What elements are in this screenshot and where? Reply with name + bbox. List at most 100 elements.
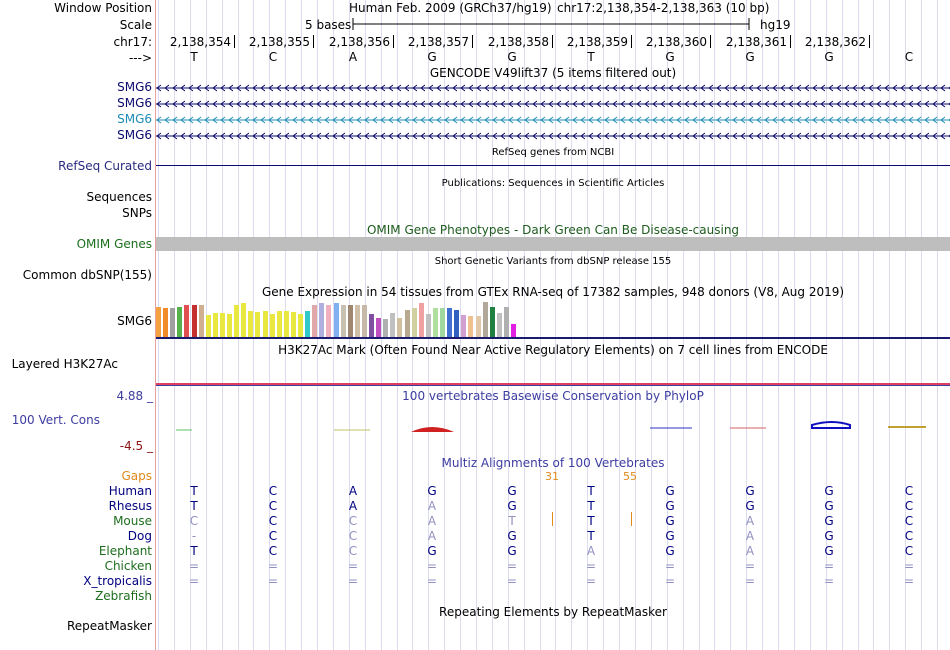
gtex-bar[interactable]	[305, 311, 311, 337]
gtex-bar[interactable]	[276, 311, 282, 337]
gtex-bar[interactable]	[347, 305, 353, 337]
gene-smg6-3-line[interactable]	[156, 115, 950, 125]
phylop-logo-row[interactable]	[156, 418, 950, 438]
species-elephant-label[interactable]: Elephant	[98, 544, 152, 558]
dbsnp-label[interactable]: Common dbSNP(155)	[22, 268, 152, 282]
refseq-label[interactable]: RefSeq Curated	[58, 159, 152, 173]
multiz-track-title[interactable]: Multiz Alignments of 100 Vertebrates	[441, 456, 665, 470]
base-letter[interactable]: A	[348, 50, 358, 64]
base-letter[interactable]: G	[824, 50, 834, 64]
species-chicken-label[interactable]: Chicken	[104, 559, 152, 573]
gtex-bar[interactable]	[212, 313, 218, 337]
gtex-bar[interactable]	[227, 314, 232, 337]
refseq-track-title[interactable]: RefSeq genes from NCBI	[491, 147, 615, 158]
base-letter[interactable]: G	[665, 50, 675, 64]
repeatmasker-label[interactable]: RepeatMasker	[66, 619, 152, 633]
gtex-bar[interactable]	[418, 303, 424, 337]
base-letter[interactable]: G	[507, 50, 517, 64]
base-letter[interactable]: T	[587, 50, 595, 64]
base-letter[interactable]: G	[745, 50, 755, 64]
gtex-bar[interactable]	[454, 310, 460, 337]
gtex-bar[interactable]	[219, 313, 225, 337]
gtex-bar[interactable]	[191, 305, 197, 337]
gtex-bar[interactable]	[482, 302, 488, 337]
gtex-bar[interactable]	[319, 303, 325, 337]
gtex-bar[interactable]	[496, 313, 502, 337]
gtex-track-title[interactable]: Gene Expression in 54 tissues from GTEx …	[261, 285, 845, 299]
gtex-bar[interactable]	[489, 307, 495, 337]
gtex-bar[interactable]	[283, 311, 289, 337]
browser-track-area[interactable]: Human Feb. 2009 (GRCh37/hg19) chr17:2,13…	[156, 0, 950, 650]
gtex-bar[interactable]	[447, 308, 453, 337]
gtex-bar[interactable]	[234, 305, 240, 337]
omim-gene-bar[interactable]	[156, 237, 950, 251]
gtex-bar[interactable]	[440, 308, 445, 337]
gtex-bar[interactable]	[241, 303, 247, 337]
h3k27ac-label[interactable]: Layered H3K27Ac	[11, 357, 118, 371]
gtex-bar[interactable]	[354, 305, 360, 337]
gene-label-smg6-3[interactable]: SMG6	[117, 112, 152, 126]
species-dog-label[interactable]: Dog	[127, 529, 152, 543]
gtex-bar[interactable]	[475, 316, 481, 337]
repeatmasker-track-title[interactable]: Repeating Elements by RepeatMasker	[439, 605, 667, 619]
gtex-bar[interactable]	[411, 308, 417, 337]
base-letter[interactable]: G	[427, 50, 437, 64]
gtex-bar[interactable]	[205, 315, 211, 337]
gene-smg6-2-line[interactable]	[156, 99, 950, 109]
gtex-bar[interactable]	[503, 307, 509, 337]
gene-label-smg6-2[interactable]: SMG6	[117, 96, 152, 110]
gtex-bar[interactable]	[361, 305, 367, 337]
gtex-bar[interactable]	[376, 318, 382, 337]
gtex-bar[interactable]	[511, 324, 516, 337]
gene-label-smg6-1[interactable]: SMG6	[117, 80, 152, 94]
phylop-track-title[interactable]: 100 vertebrates Basewise Conservation by…	[402, 389, 704, 403]
gtex-bar[interactable]	[312, 305, 318, 337]
gtex-label[interactable]: SMG6	[117, 314, 152, 328]
gaps-label[interactable]: Gaps	[121, 469, 152, 483]
base-letter[interactable]: C	[904, 50, 914, 64]
species-rhesus-label[interactable]: Rhesus	[108, 499, 152, 513]
gtex-bar[interactable]	[404, 310, 410, 337]
gtex-bar[interactable]	[397, 318, 403, 337]
gtex-bar[interactable]	[383, 319, 389, 337]
gtex-expression-bars[interactable]	[156, 298, 950, 337]
publications-track-title[interactable]: Publications: Sequences in Scientific Ar…	[441, 178, 665, 189]
gtex-bar[interactable]	[432, 308, 438, 337]
omim-track-title[interactable]: OMIM Gene Phenotypes - Dark Green Can Be…	[366, 223, 740, 237]
h3k27ac-track-title[interactable]: H3K27Ac Mark (Often Found Near Active Re…	[278, 343, 828, 357]
snps-label[interactable]: SNPs	[122, 206, 152, 220]
gene-label-smg6-4[interactable]: SMG6	[117, 128, 152, 142]
gtex-bar[interactable]	[298, 314, 303, 337]
gtex-bar[interactable]	[255, 312, 261, 337]
gtex-bar[interactable]	[326, 305, 332, 337]
species-zebrafish-label[interactable]: Zebrafish	[95, 589, 152, 603]
gtex-bar[interactable]	[461, 315, 467, 337]
species-mouse-label[interactable]: Mouse	[113, 514, 152, 528]
species-human-label[interactable]: Human	[108, 484, 152, 498]
base-letter[interactable]: T	[190, 50, 198, 64]
base-letter[interactable]: C	[268, 50, 278, 64]
gene-smg6-4-line[interactable]	[156, 131, 950, 141]
cons-label[interactable]: 100 Vert. Cons	[11, 413, 100, 427]
gtex-bar[interactable]	[269, 314, 275, 337]
gtex-bar[interactable]	[290, 312, 296, 337]
gtex-bar[interactable]	[390, 313, 396, 337]
gtex-bar[interactable]	[340, 305, 346, 337]
omim-label[interactable]: OMIM Genes	[76, 237, 152, 251]
gtex-bar[interactable]	[425, 314, 431, 337]
gene-smg6-1-line[interactable]	[156, 83, 950, 93]
refseq-gene-line[interactable]	[156, 165, 950, 166]
sequences-label[interactable]: Sequences	[86, 190, 152, 204]
gtex-bar[interactable]	[198, 305, 204, 337]
gtex-bar[interactable]	[177, 307, 183, 337]
gtex-bar[interactable]	[156, 307, 161, 337]
species-xtrop-label[interactable]: X_tropicalis	[83, 574, 152, 588]
gtex-bar[interactable]	[170, 308, 176, 337]
gtex-bar[interactable]	[369, 314, 374, 337]
dbsnp-track-title[interactable]: Short Genetic Variants from dbSNP releas…	[434, 256, 672, 267]
gtex-bar[interactable]	[163, 308, 169, 337]
gtex-bar[interactable]	[333, 303, 339, 337]
gtex-bar[interactable]	[468, 316, 474, 337]
gencode-track-title[interactable]: GENCODE V49lift37 (5 items filtered out)	[429, 66, 677, 80]
gtex-bar[interactable]	[184, 305, 190, 337]
